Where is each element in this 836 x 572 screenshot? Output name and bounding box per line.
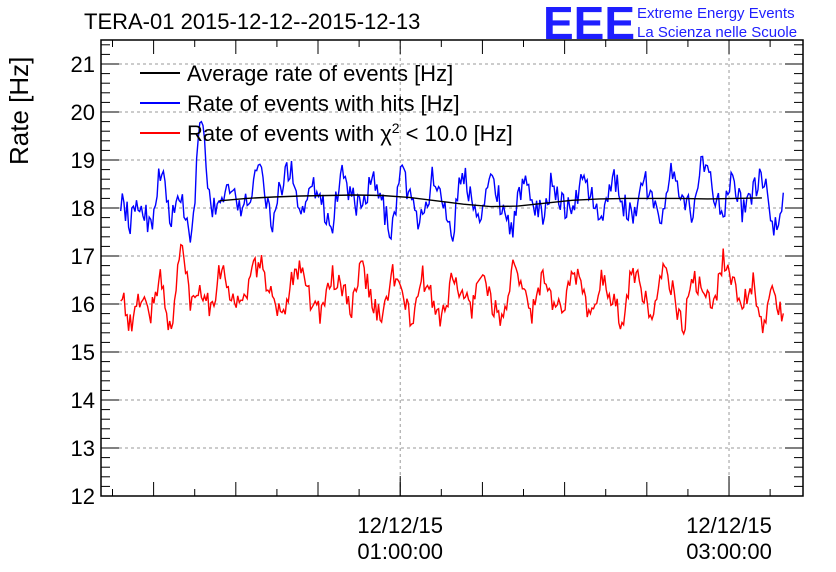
x-tick-time-label: 03:00:00: [686, 539, 772, 564]
eee-logo: EEE: [543, 0, 636, 49]
series-line: [219, 194, 762, 208]
chart-title: TERA-01 2015-12-12--2015-12-13: [84, 9, 421, 34]
y-tick-label: 17: [71, 244, 95, 269]
y-tick-label: 14: [71, 388, 95, 413]
plot-frame: [100, 39, 804, 497]
y-tick-label: 20: [71, 100, 95, 125]
x-tick-time-label: 01:00:00: [357, 539, 443, 564]
series-layer: [120, 120, 784, 336]
series-line: [120, 243, 784, 336]
logo-caption-line1: Extreme Energy Events: [637, 5, 795, 22]
y-tick-label: 13: [71, 436, 95, 461]
y-tick-label: 19: [71, 148, 95, 173]
legend-layer: Average rate of events [Hz] Rate of event…: [140, 61, 513, 146]
logo-caption-line2: La Scienza nelle Scuole: [637, 24, 798, 41]
y-tick-label: 21: [71, 52, 95, 77]
axis-layer: 1213141516171819202112/12/1501:00:0012/1…: [71, 39, 804, 564]
series-line: [120, 120, 784, 243]
y-tick-label: 16: [71, 292, 95, 317]
y-tick-label: 18: [71, 196, 95, 221]
legend-superscript: 2: [392, 120, 400, 136]
legend-label: Average rate of events [Hz]: [187, 61, 453, 86]
logo-caption: Extreme Energy Events La Scienza nelle S…: [637, 4, 797, 42]
x-tick-date-label: 12/12/15: [686, 513, 772, 538]
legend-label: Rate of events with hits [Hz]: [187, 91, 460, 116]
legend-label: Rate of events with χ2 < 10.0 [Hz]: [187, 120, 513, 146]
y-tick-label: 15: [71, 340, 95, 365]
y-tick-label: 12: [71, 484, 95, 509]
x-tick-date-label: 12/12/15: [357, 513, 443, 538]
legend-suffix: < 10.0 [Hz]: [400, 121, 513, 146]
